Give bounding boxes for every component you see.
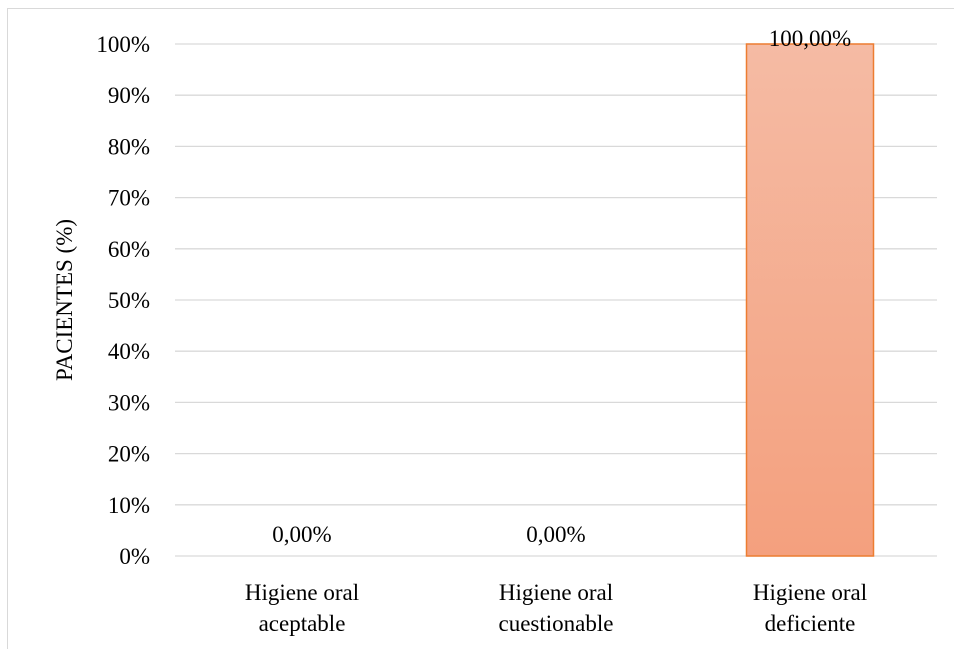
bar bbox=[745, 43, 875, 557]
y-tick-label: 60% bbox=[108, 237, 150, 262]
bars bbox=[745, 43, 875, 557]
y-tick-label: 20% bbox=[108, 442, 150, 467]
data-label: 0,00% bbox=[272, 522, 331, 547]
x-category-label: Higiene oral bbox=[499, 580, 613, 605]
y-tick-label: 70% bbox=[108, 186, 150, 211]
x-category-label: cuestionable bbox=[499, 611, 614, 636]
chart-frame bbox=[7, 8, 954, 649]
y-axis-title: PACIENTES (%) bbox=[52, 219, 77, 381]
y-tick-label: 0% bbox=[119, 544, 150, 569]
y-tick-label: 10% bbox=[108, 493, 150, 518]
y-tick-label: 40% bbox=[108, 339, 150, 364]
y-tick-label: 80% bbox=[108, 134, 150, 159]
x-category-label: Higiene oral bbox=[753, 580, 867, 605]
y-tick-label: 90% bbox=[108, 83, 150, 108]
y-tick-label: 50% bbox=[108, 288, 150, 313]
x-category-label: aceptable bbox=[259, 611, 346, 636]
y-tick-label: 30% bbox=[108, 390, 150, 415]
x-category-label: deficiente bbox=[765, 611, 856, 636]
data-label: 0,00% bbox=[526, 522, 585, 547]
x-axis-categories: Higiene oral aceptable Higiene oral cuestio… bbox=[245, 580, 867, 636]
y-axis-ticks: 0% 10% 20% 30% 40% 50% 60% 70% 80% 90% 100% bbox=[96, 32, 150, 569]
x-category-label: Higiene oral bbox=[245, 580, 359, 605]
data-label: 100,00% bbox=[769, 26, 851, 51]
data-labels: 0,00% 0,00% 100,00% bbox=[272, 26, 851, 547]
y-tick-label: 100% bbox=[96, 32, 150, 57]
